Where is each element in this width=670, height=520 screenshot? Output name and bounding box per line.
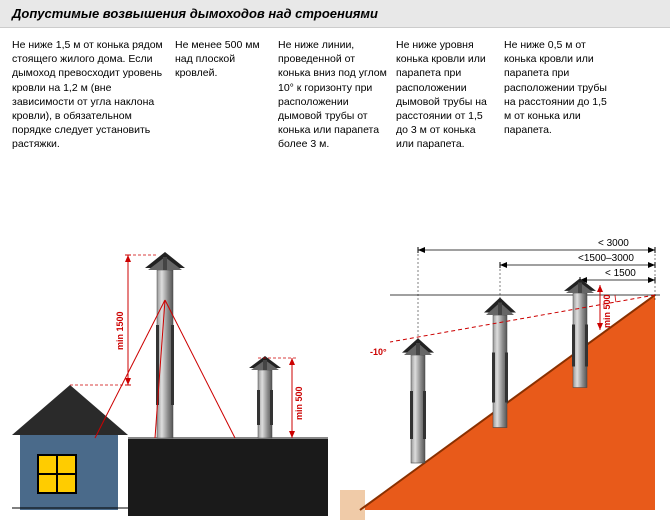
flat-roof-building bbox=[128, 438, 328, 516]
dim-min500-ridge: min 500 bbox=[597, 285, 612, 330]
column-4: Не ниже уровня конька кровли или парапет… bbox=[396, 38, 496, 151]
diagram-title: Допустимые возвышения дымоходов над стро… bbox=[0, 0, 670, 28]
dim-1500-3000: <1500–3000 bbox=[500, 253, 655, 268]
svg-text:<1500–3000: <1500–3000 bbox=[578, 253, 634, 264]
dim-1500: < 1500 bbox=[580, 268, 655, 283]
column-5: Не ниже 0,5 м от конька кровли или парап… bbox=[504, 38, 609, 151]
house-left bbox=[12, 385, 128, 510]
column-3: Не ниже линии, проведенной от конька вни… bbox=[278, 38, 388, 151]
svg-text:min 500: min 500 bbox=[602, 294, 612, 328]
svg-text:< 3000: < 3000 bbox=[598, 238, 629, 249]
column-2: Не менее 500 мм над плоской кровлей. bbox=[175, 38, 270, 151]
svg-text:min 1500: min 1500 bbox=[115, 311, 125, 350]
technical-diagram: min 1500 min 500 < 3000 bbox=[0, 200, 670, 520]
svg-text:< 1500: < 1500 bbox=[605, 268, 636, 279]
svg-text:-10°: -10° bbox=[370, 347, 387, 357]
dim-min1500: min 1500 bbox=[70, 255, 157, 385]
svg-text:min 500: min 500 bbox=[294, 386, 304, 420]
tall-chimney bbox=[145, 252, 185, 438]
text-columns: Не ниже 1,5 м от конька рядом стоящего ж… bbox=[12, 38, 658, 151]
chimney-flat bbox=[249, 356, 281, 438]
dim-3000: < 3000 bbox=[418, 238, 655, 253]
content-area: Не ниже 1,5 м от конька рядом стоящего ж… bbox=[0, 28, 670, 161]
column-1: Не ниже 1,5 м от конька рядом стоящего ж… bbox=[12, 38, 167, 151]
chimney-r1 bbox=[402, 338, 434, 463]
